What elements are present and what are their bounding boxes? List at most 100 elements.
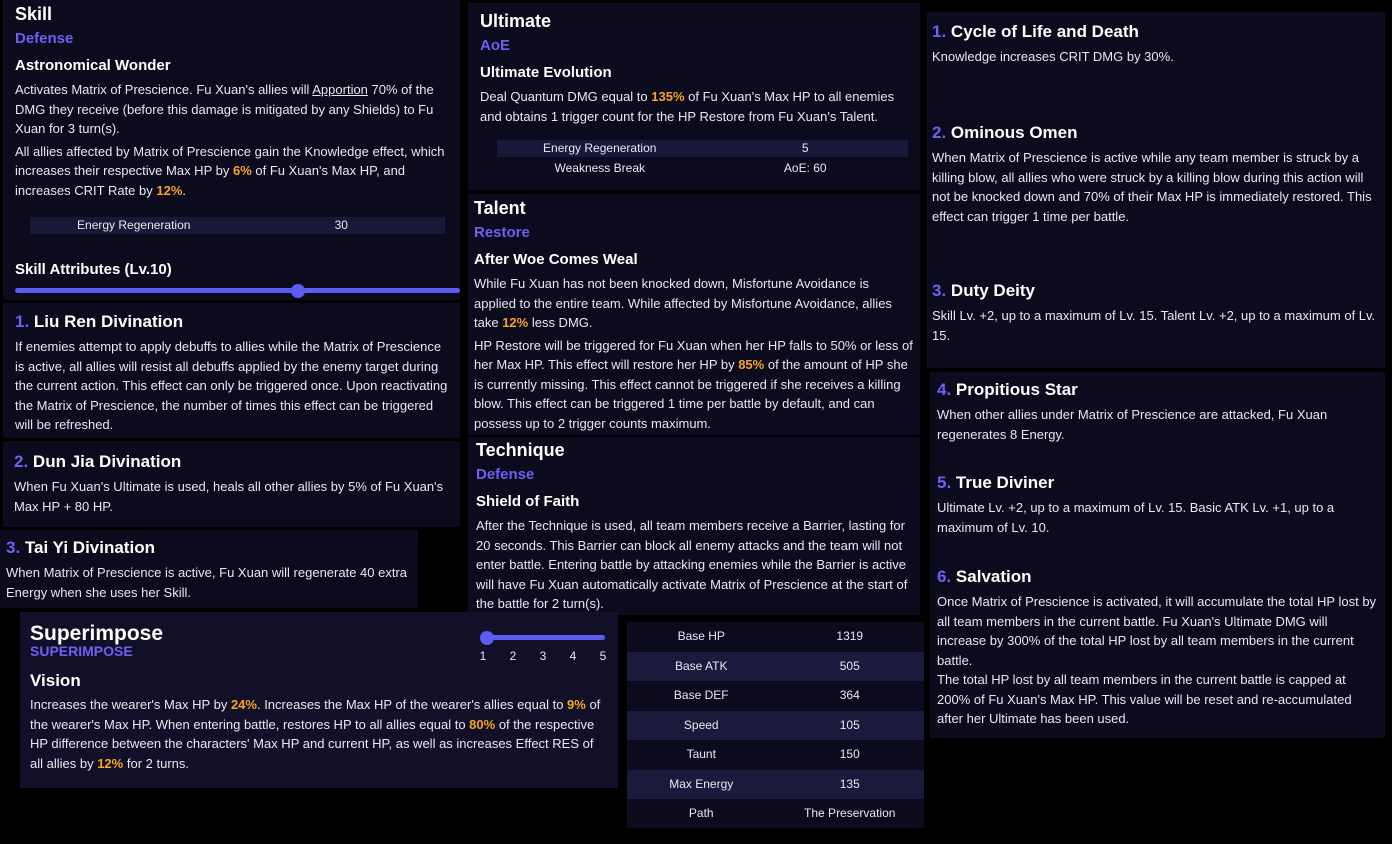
text: All allies affected by Matrix of Prescie…: [15, 143, 445, 179]
table-value: 5: [702, 140, 908, 157]
paragraph: Activates Matrix of Prescience. Fu Xuan'…: [15, 80, 448, 139]
eidolon-entry: 5. True Diviner Ultimate Lv. +2, up to a …: [930, 472, 1385, 537]
trace-entry: 2. Dun Jia Divination When Fu Xuan's Ulti…: [3, 441, 460, 527]
entry-name: Salvation: [955, 567, 1032, 586]
highlight: 80%: [469, 716, 496, 732]
paragraph: When Fu Xuan's Ultimate is used, heals a…: [14, 477, 449, 516]
paragraph: After the Technique is used, all team me…: [476, 516, 912, 614]
entry-number: 5.: [937, 473, 952, 492]
paragraph: When Matrix of Prescience is active whil…: [932, 148, 1380, 226]
entry-heading: 6. Salvation: [937, 566, 1378, 588]
superimpose-panel: Superimpose SUPERIMPOSE Vision Increases th…: [20, 612, 618, 788]
section-title: Talent: [474, 198, 526, 218]
section-title: Ultimate: [480, 11, 552, 31]
entry-heading: 2. Dun Jia Divination: [14, 451, 449, 473]
eidolon-entry: 1. Cycle of Life and Death Knowledge incr…: [927, 21, 1385, 67]
stat-value: 150: [839, 747, 860, 761]
stat-label: Base ATK: [675, 658, 728, 673]
text: HP Restore will be triggered for Fu Xuan…: [474, 337, 913, 373]
paragraph: While Fu Xuan has not been knocked down,…: [474, 274, 914, 333]
highlight: 9%: [567, 697, 586, 712]
stat-label: Max Energy: [669, 776, 734, 791]
highlight: 12%: [156, 182, 183, 198]
section-title: Skill: [15, 4, 53, 24]
text: Knowledge increases CRIT DMG by 30%.: [932, 49, 1174, 64]
entry-number: 4.: [937, 380, 952, 399]
slider-thumb[interactable]: [291, 284, 305, 298]
eidolon-entry: 4. Propitious Star When other allies unde…: [930, 379, 1385, 444]
stat-label: Base HP: [677, 629, 725, 643]
table-label: Energy Regeneration: [30, 217, 238, 234]
stat-value: 505: [839, 658, 860, 673]
text: Activates Matrix of Prescience. Fu Xuan'…: [15, 82, 313, 97]
entry-number: 6.: [937, 567, 952, 586]
stats-row: Base DEF 364: [627, 681, 924, 711]
text: Deal Quantum DMG equal to: [480, 89, 652, 104]
paragraph: The total HP lost by all team members in…: [937, 670, 1378, 729]
section-tag: Defense: [15, 30, 74, 47]
level-label[interactable]: 2: [509, 649, 517, 663]
level-label[interactable]: 1: [479, 649, 487, 663]
text: of the amount of HP she is currently mis…: [474, 357, 908, 431]
entry-name: Propitious Star: [955, 380, 1078, 399]
entry-name: True Diviner: [955, 473, 1055, 492]
stat-label: Taunt: [686, 747, 716, 761]
paragraph: When Matrix of Prescience is active, Fu …: [6, 563, 412, 602]
superimpose-title: Superimpose: [30, 622, 164, 645]
text: Skill Lv. +2, up to a maximum of Lv. 15.…: [932, 308, 1376, 343]
keyword-link[interactable]: Apportion: [312, 82, 368, 97]
paragraph: Knowledge increases CRIT DMG by 30%.: [932, 47, 1380, 67]
stats-row: Taunt 150: [627, 740, 924, 770]
stat-value: The Preservation: [804, 806, 896, 820]
level-label[interactable]: 3: [539, 649, 547, 663]
text: Once Matrix of Prescience is activated, …: [937, 594, 1377, 668]
level-thumb[interactable]: [480, 631, 494, 645]
text: of Fu Xuan's Max HP to all enemies and o…: [480, 89, 895, 124]
text: for 2 turns.: [123, 755, 189, 771]
level-track[interactable]: [487, 635, 605, 640]
entry-number: 2.: [14, 452, 29, 471]
paragraph: HP Restore will be triggered for Fu Xuan…: [474, 336, 914, 434]
technique-panel: Technique Defense Shield of Faith After the…: [468, 437, 920, 615]
stats-row: Speed 105: [627, 710, 924, 740]
level-label[interactable]: 5: [599, 649, 607, 663]
text: less DMG.: [528, 315, 593, 330]
stats-row: Base ATK 505: [627, 651, 924, 681]
highlight: 12%: [502, 315, 529, 330]
level-label[interactable]: 4: [569, 649, 577, 663]
section-title: Technique: [476, 440, 565, 460]
paragraph: If enemies attempt to apply debuffs to a…: [15, 337, 448, 435]
text: While Fu Xuan has not been knocked down,…: [474, 276, 892, 330]
eidolon-panel: [930, 372, 1385, 738]
text: Ultimate Lv. +2, up to a maximum of Lv. …: [937, 500, 1335, 535]
highlight: 135%: [651, 89, 685, 104]
stat-label: Base DEF: [673, 688, 729, 702]
stats-table: Base HP 1319 Base ATK 505 Base DEF 364 Speed 10…: [627, 622, 924, 828]
table-value: 30: [237, 217, 445, 234]
text: of Fu Xuan's Max HP, and increases CRIT …: [15, 163, 406, 198]
ability-name: Astronomical Wonder: [15, 57, 171, 74]
stat-label: Path: [688, 806, 714, 820]
text: When Fu Xuan's Ultimate is used, heals a…: [14, 479, 444, 514]
text: When other allies under Matrix of Presci…: [937, 407, 1328, 442]
text: The total HP lost by all team members in…: [937, 672, 1352, 726]
text: of the respective HP difference between …: [30, 716, 595, 771]
stat-value: 364: [839, 688, 860, 702]
entry-heading: 1. Liu Ren Divination: [15, 311, 448, 333]
entry-heading: 5. True Diviner: [937, 472, 1378, 494]
paragraph: Skill Lv. +2, up to a maximum of Lv. 15.…: [932, 306, 1380, 345]
ultimate-panel: Ultimate AoE Ultimate Evolution Deal Quantu…: [468, 3, 920, 190]
entry-number: 2.: [932, 123, 947, 142]
paragraph: Ultimate Lv. +2, up to a maximum of Lv. …: [937, 498, 1378, 537]
section-tag: AoE: [480, 37, 510, 54]
slider-track[interactable]: [15, 288, 460, 293]
highlight: 6%: [232, 163, 252, 178]
trace-entry: 1. Liu Ren Divination If enemies attempt …: [3, 303, 460, 438]
entry-heading: 1. Cycle of Life and Death: [932, 21, 1380, 43]
text: 70% of the DMG they receive (before this…: [15, 82, 434, 136]
entry-name: Liu Ren Divination: [33, 312, 184, 331]
eidolon-entry: 2. Ominous Omen When Matrix of Prescience…: [927, 122, 1385, 226]
paragraph: Increases the wearer's Max HP by 24%. In…: [30, 695, 608, 773]
text: of the wearer's Max HP. When entering ba…: [30, 697, 601, 732]
